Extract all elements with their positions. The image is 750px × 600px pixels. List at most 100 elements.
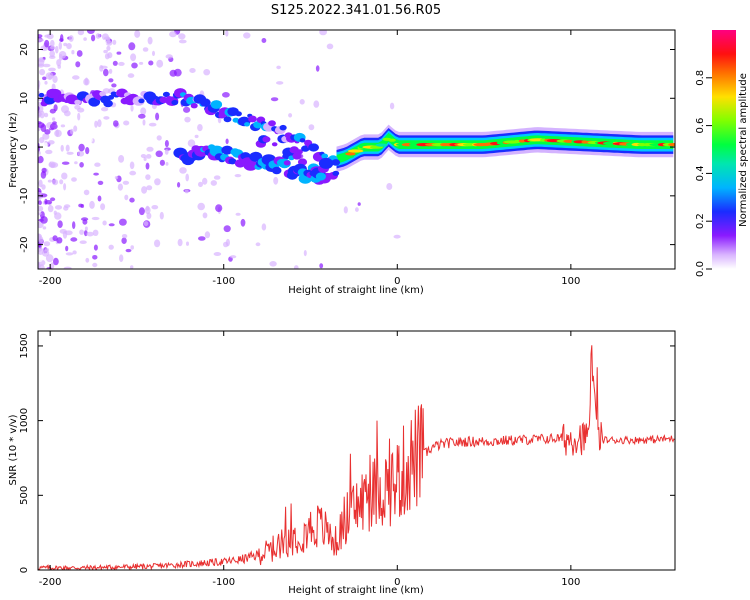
heatmap-noise-cell [229, 255, 237, 259]
heatmap-noise-cell [169, 31, 177, 38]
heatmap-noise-cell [74, 161, 78, 165]
heatmap-signal-cell [321, 153, 329, 159]
heatmap-signal-cell [199, 98, 211, 107]
heatmap-signal-cell [228, 158, 237, 165]
heatmap-noise-cell [108, 78, 114, 83]
heatmap-noise-cell [164, 140, 169, 148]
figure-title: S125.2022.341.01.56.R05 [271, 3, 441, 18]
heatmap-noise-cell [319, 263, 324, 269]
heatmap-noise-cell [165, 54, 173, 59]
heatmap-noise-cell [97, 195, 102, 202]
heatmap-noise-cell [45, 72, 54, 80]
heatmap-noise-cell [197, 124, 203, 132]
heatmap-noise-cell [313, 100, 320, 108]
heatmap-noise-cell [40, 216, 48, 224]
heatmap-noise-cell [77, 107, 85, 113]
heatmap-noise-cell [164, 149, 169, 155]
heatmap-noise-cell [111, 83, 117, 88]
heatmap-noise-cell [124, 194, 129, 201]
heatmap-noise-cell [129, 197, 135, 203]
heatmap-noise-cell [68, 35, 74, 42]
heatmap-noise-cell [47, 179, 53, 183]
heatmap-signal-cell [243, 159, 258, 171]
colorbar: 0.0 0.2 0.4 0.6 0.8 Normalized spectral ampl… [695, 30, 749, 277]
heatmap-noise-cell [255, 242, 261, 247]
heatmap-noise-cell [79, 162, 84, 168]
heatmap-noise-cell [66, 43, 72, 50]
heatmap-noise-cell [65, 144, 70, 152]
heatmap-signal-cell [271, 166, 282, 175]
heatmap-noise-cell [343, 206, 348, 214]
heatmap-signal-cell [88, 97, 101, 107]
heatmap-signal-cell [210, 100, 223, 109]
heatmap-noise-cell [146, 146, 154, 152]
x-tick-label: 100 [561, 577, 580, 588]
heatmap-noise-cell [197, 202, 205, 211]
heatmap-noise-cell [97, 180, 104, 185]
heatmap-noise-cell [38, 155, 44, 164]
heatmap-noise-cell [303, 250, 307, 257]
snr-y-axis-label: SNR (10 * v/v) [8, 414, 19, 485]
heatmap-signal-cell [268, 120, 276, 127]
heatmap-peak-cell [347, 149, 364, 153]
heatmap-noise-cell [70, 128, 74, 135]
heatmap-noise-cell [225, 138, 229, 145]
y-tick-label: 500 [19, 486, 30, 505]
heatmap-signal-cell [292, 152, 302, 160]
heatmap-frame [37, 29, 676, 270]
heatmap-noise-cell [77, 112, 81, 121]
heatmap-signal-cell [279, 124, 287, 131]
heatmap-noise-cell [85, 257, 90, 263]
heatmap-noise-cell [169, 69, 177, 77]
heatmap-signal-cell [138, 98, 145, 104]
heatmap-noise-cell [44, 129, 51, 135]
y-tick-label: 20 [19, 43, 30, 56]
heatmap-signal-cell [162, 91, 170, 98]
heatmap-noise-cell [177, 182, 181, 188]
heatmap-noise-cell [38, 179, 43, 188]
heatmap-noise-cell [108, 244, 114, 250]
heatmap-noise-cell [77, 150, 85, 157]
heatmap-noise-cell [49, 123, 58, 130]
heatmap-noise-cell [40, 171, 47, 179]
heatmap-noise-cell [86, 231, 94, 237]
heatmap-noise-cell [61, 161, 70, 165]
heatmap-signal-cell [315, 172, 326, 181]
heatmap-noise-cell [91, 34, 96, 42]
heatmap-signal-cell [297, 158, 308, 166]
heatmap-noise-cell [202, 177, 208, 185]
heatmap-noise-cell [106, 45, 111, 51]
heatmap-noise-cell [178, 33, 186, 40]
heatmap-noise-cell [203, 69, 211, 76]
colorbar-tick-label: 0.4 [695, 165, 706, 181]
heatmap-noise-cell [201, 110, 207, 119]
heatmap-x-axis-label: Height of straight line (km) [288, 285, 424, 296]
heatmap-noise-cell [38, 38, 44, 42]
heatmap-noise-cell [50, 197, 56, 202]
heatmap-noise-cell [44, 80, 48, 85]
heatmap-signal-cell [271, 142, 278, 147]
heatmap-noise-cell [61, 172, 68, 180]
heatmap-noise-cell [121, 234, 128, 239]
heatmap-noise-cell [94, 120, 98, 128]
heatmap-noise-cell [215, 204, 223, 213]
heatmap-noise-cell [127, 73, 135, 78]
heatmap-noise-cell [145, 205, 150, 211]
heatmap-noise-cell [41, 167, 47, 173]
heatmap-noise-cell [130, 265, 134, 269]
heatmap-noise-cell [112, 39, 117, 45]
heatmap-noise-cell [44, 112, 49, 118]
heatmap-noise-cell [56, 59, 62, 67]
heatmap-noise-cell [326, 43, 334, 50]
heatmap-noise-cell [308, 124, 315, 131]
heatmap-peak-cell [513, 139, 521, 144]
heatmap-noise-cell [130, 245, 134, 250]
heatmap-noise-cell [52, 179, 59, 186]
heatmap-noise-cell [159, 159, 165, 166]
heatmap-noise-cell [92, 262, 98, 268]
heatmap-noise-cell [78, 203, 83, 208]
heatmap-noise-cell [154, 239, 161, 248]
heatmap-noise-cell [315, 65, 320, 72]
heatmap-noise-cell [261, 223, 267, 231]
heatmap-noise-cell [108, 68, 113, 74]
